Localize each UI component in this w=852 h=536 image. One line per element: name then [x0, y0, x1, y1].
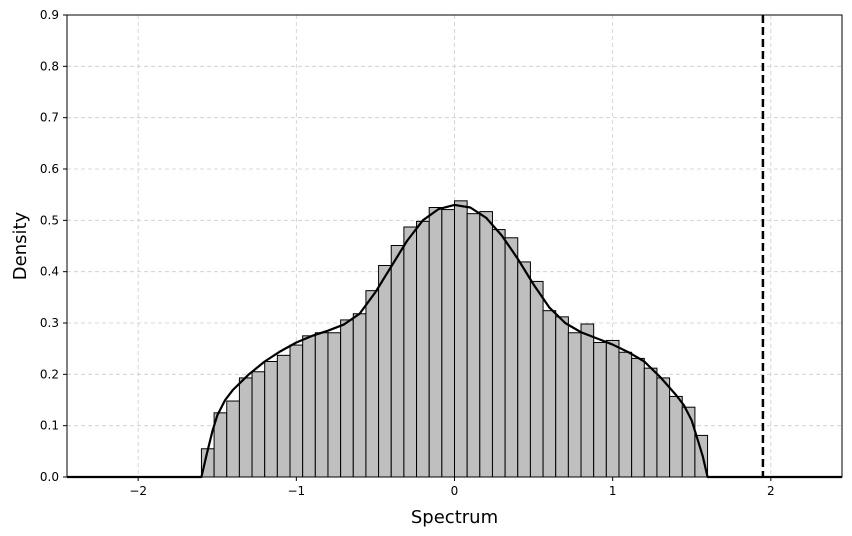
histogram-bar: [365, 290, 380, 478]
histogram-bar: [238, 377, 253, 478]
y-tick-label: 0.7: [40, 111, 59, 125]
histogram-bar: [593, 342, 607, 478]
x-tick-label: −1: [287, 484, 305, 498]
x-tick-label: 2: [767, 484, 775, 498]
density-curve: [67, 203, 842, 479]
histogram-bar: [491, 229, 506, 478]
histogram-bar: [580, 323, 595, 478]
y-tick-label: 0.0: [40, 470, 59, 484]
axis-ticks: −2 −1 0 1 2 0.0 0.1 0.2 0.3 0.4 0.5 0.6 0.7 0.8 0.9: [40, 8, 775, 498]
x-tick-label: −2: [129, 484, 147, 498]
histogram-bar: [352, 313, 367, 478]
histogram-bar: [643, 367, 658, 478]
y-tick-label: 0.2: [40, 367, 59, 381]
histogram-bar: [681, 406, 696, 478]
x-tick-label: 0: [451, 484, 459, 498]
histogram-bar: [669, 395, 683, 478]
y-axis-title: Density: [10, 211, 31, 280]
histogram-bar: [441, 209, 455, 478]
y-tick-label: 0.1: [40, 419, 59, 433]
density-curve-layer: [67, 203, 842, 479]
y-tick-label: 0.3: [40, 316, 59, 330]
histogram-bar: [517, 261, 531, 478]
histogram-bar: [479, 211, 493, 478]
y-tick-label: 0.5: [40, 213, 59, 227]
histogram-bar: [631, 357, 645, 478]
histogram-bar: [504, 237, 519, 478]
y-tick-label: 0.4: [40, 265, 59, 279]
histogram-bar: [226, 400, 240, 478]
histogram-bar: [605, 339, 620, 478]
histogram-bar: [403, 226, 418, 478]
histogram-bar: [276, 354, 291, 478]
histogram-bar: [264, 361, 278, 478]
x-tick-label: 1: [609, 484, 617, 498]
histogram-bar: [529, 280, 544, 478]
histogram-bar: [378, 265, 392, 478]
histogram-bar: [466, 213, 481, 478]
histogram-bar: [251, 371, 266, 478]
histogram-bar: [555, 316, 569, 478]
histogram-bar: [656, 377, 671, 478]
histogram-bar: [428, 207, 443, 478]
histogram-bar: [390, 244, 405, 478]
histogram-bar: [542, 310, 557, 478]
y-tick-label: 0.6: [40, 162, 59, 176]
y-tick-label: 0.9: [40, 8, 59, 22]
histogram-bar: [314, 332, 329, 478]
histogram-bar: [340, 319, 354, 478]
histogram-bar: [416, 220, 430, 478]
histogram-bar: [302, 335, 316, 478]
histogram-bar: [289, 344, 304, 478]
histogram-bar: [618, 351, 633, 478]
x-axis-title: Spectrum: [411, 507, 498, 528]
histogram-bar: [567, 332, 582, 478]
y-tick-label: 0.8: [40, 59, 59, 73]
histogram-bar: [327, 332, 342, 478]
histogram-bar: [454, 200, 468, 478]
